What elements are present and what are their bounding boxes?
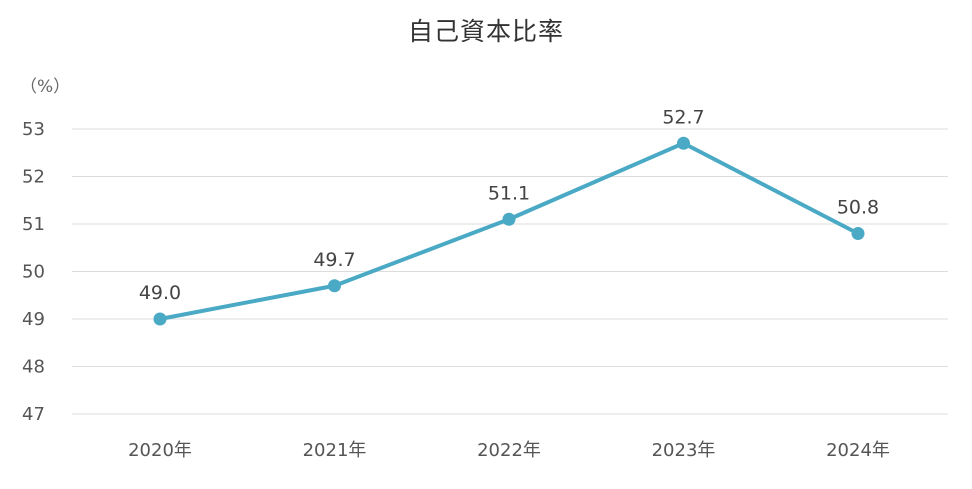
x-tick-label: 2023年 (652, 440, 716, 461)
data-point (328, 279, 341, 293)
data-label: 51.1 (488, 182, 530, 204)
data-point (153, 312, 167, 326)
y-tick-label: 47 (22, 404, 45, 425)
y-tick-label: 53 (22, 119, 45, 140)
y-tick-label: 50 (22, 262, 45, 283)
y-tick-label: 51 (22, 214, 45, 235)
series-line (158, 141, 860, 321)
x-tick-label: 2024年 (826, 440, 890, 461)
data-label: 50.8 (837, 197, 879, 219)
y-tick-label: 49 (22, 309, 45, 330)
y-tick-label: 48 (22, 357, 45, 378)
data-label: 49.7 (313, 249, 355, 271)
data-label: 49.0 (139, 282, 181, 304)
x-tick-label: 2020年 (128, 440, 192, 461)
y-tick-label: 52 (22, 167, 45, 188)
data-point (851, 227, 865, 240)
x-tick-label: 2021年 (303, 440, 367, 461)
data-label: 52.7 (662, 106, 704, 128)
y-axis-unit-label: （%） (20, 77, 71, 97)
x-tick-label: 2022年 (477, 440, 541, 461)
chart-title: 自己資本比率 (407, 17, 564, 46)
data-point (677, 136, 690, 150)
data-point (502, 212, 516, 226)
